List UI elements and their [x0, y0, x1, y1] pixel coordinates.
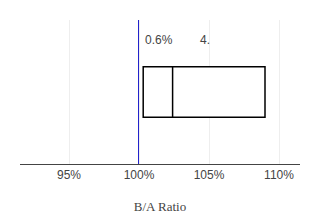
svg-text:100%: 100% [124, 168, 155, 182]
svg-text:105%: 105% [194, 168, 225, 182]
svg-text:4.: 4. [200, 33, 210, 47]
svg-text:0.6%: 0.6% [145, 33, 173, 47]
svg-text:B/A Ratio: B/A Ratio [134, 199, 186, 214]
svg-text:110%: 110% [264, 168, 294, 182]
svg-text:95%: 95% [57, 168, 81, 182]
